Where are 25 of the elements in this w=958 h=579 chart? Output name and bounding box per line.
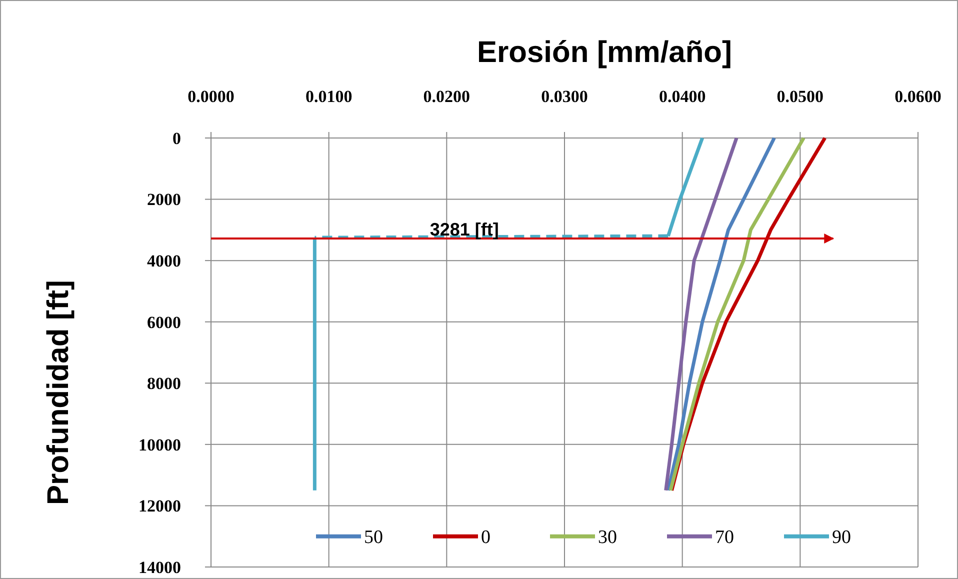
- legend-label: 0: [481, 527, 490, 548]
- y-tick-label: 6000: [147, 312, 181, 332]
- line-series: [666, 136, 776, 492]
- y-tick-label: 14000: [138, 558, 181, 577]
- x-tick-label: 0.0100: [305, 87, 352, 106]
- ref-line-label: 3281 [ft]: [430, 220, 499, 240]
- legend-label: 90: [832, 527, 851, 548]
- y-tick-label: 8000: [147, 374, 181, 394]
- x-axis-title: Erosión [mm/año]: [476, 36, 732, 69]
- y-tick-label: 12000: [138, 496, 181, 516]
- x-tick-label: 0.0200: [423, 87, 470, 106]
- y-tick-label: 2000: [147, 190, 181, 210]
- y-tick-label: 10000: [138, 435, 181, 454]
- legend-label: 30: [598, 527, 617, 548]
- x-tick-label: 0.0300: [541, 87, 588, 106]
- x-tick-label: 0.0400: [658, 87, 706, 106]
- x-tick-label: 0.0000: [188, 87, 234, 106]
- x-tick-label: 0.0600: [894, 87, 942, 106]
- y-tick-label: 4000: [147, 252, 181, 271]
- y-tick-label: 0: [172, 128, 181, 148]
- y-axis-title: Profundidad [ft]: [42, 280, 75, 505]
- line-series: [664, 136, 738, 492]
- legend-label: 50: [364, 527, 383, 548]
- legend-label: 70: [715, 527, 734, 548]
- x-tick-label: 0.0500: [776, 87, 824, 106]
